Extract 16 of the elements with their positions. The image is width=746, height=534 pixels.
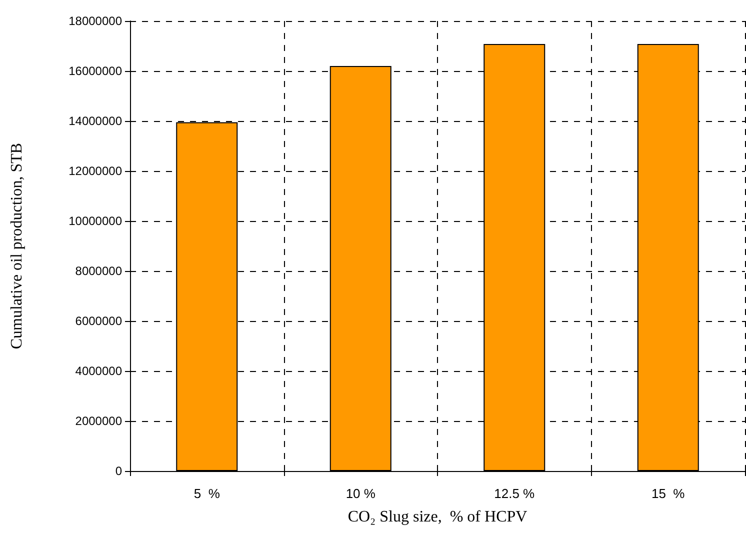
y-tick-label: 0: [115, 464, 122, 478]
x-tick-label: 15 %: [652, 486, 686, 501]
y-tick-label: 18000000: [68, 14, 122, 28]
x-tick-label: 5 %: [194, 486, 220, 501]
y-tick-label: 16000000: [68, 64, 122, 78]
y-tick-label: 8000000: [75, 264, 122, 278]
y-tick-label: 4000000: [75, 364, 122, 378]
y-tick-label: 14000000: [68, 114, 122, 128]
x-axis-title: CO₂ Slug size, % of HCPV: [348, 508, 528, 526]
x-tick-label: 12.5 %: [494, 486, 536, 501]
y-axis-title: Cumulative oil production, STB: [8, 142, 26, 350]
y-tick-label: 2000000: [75, 414, 122, 428]
y-tick-label: 12000000: [68, 164, 122, 178]
y-tick-label: 6000000: [75, 314, 122, 328]
y-tick-label: 10000000: [68, 214, 122, 228]
x-tick-label: 10 %: [346, 486, 376, 501]
